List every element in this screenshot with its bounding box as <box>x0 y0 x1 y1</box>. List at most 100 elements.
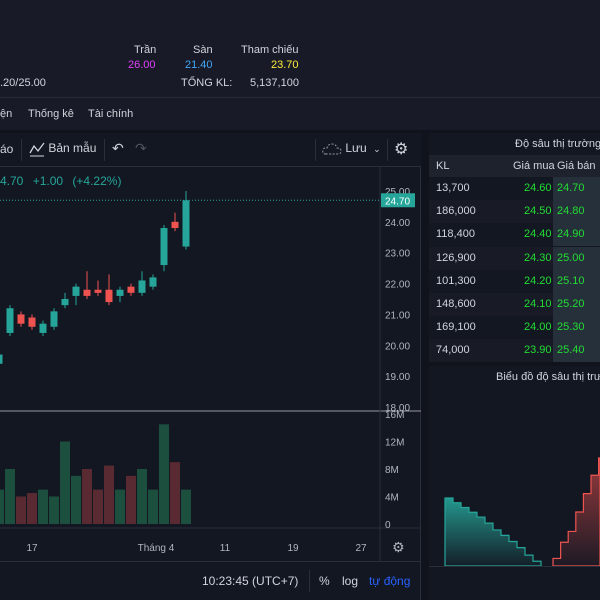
depth-row[interactable]: 13,700 24.60 24.70 <box>429 177 600 200</box>
template-button[interactable]: Bản mẫu <box>29 141 96 157</box>
current-price-label: 24.70 <box>385 196 410 207</box>
price-change: +1.00 <box>32 174 64 188</box>
volume-tick-label: 16M <box>385 410 404 421</box>
candle-body <box>6 308 14 333</box>
ask-cell-bg <box>553 223 600 247</box>
axis-settings-gear-icon[interactable]: ⚙ <box>392 540 405 556</box>
depth-bid-price: 24.60 <box>524 182 552 194</box>
toolbar-divider <box>104 139 105 161</box>
depth-table-header: KL Giá mua Giá bán <box>429 155 600 177</box>
candle-body <box>149 277 157 287</box>
depth-ask-price: 24.80 <box>557 205 585 218</box>
depth-row[interactable]: 118,400 24.40 24.90 <box>429 223 600 247</box>
total-volume-label: TỔNG KL: <box>181 77 233 89</box>
save-button[interactable]: Lưu ⌄ <box>322 141 381 156</box>
reference-label: Tham chiếu <box>241 44 299 56</box>
depth-ask-price: 25.10 <box>557 274 585 287</box>
price-tick-label: 18.00 <box>385 403 410 414</box>
ask-cell-bg <box>553 246 600 270</box>
depth-ask-price: 25.20 <box>557 298 585 310</box>
tab-finance[interactable]: Tài chính <box>88 108 134 120</box>
candle-body <box>83 289 91 296</box>
alert-button[interactable]: áo <box>0 142 14 156</box>
depth-bid-price: 23.90 <box>524 344 552 357</box>
price-tick-label: 19.00 <box>385 372 410 383</box>
ask-cell-bg <box>553 200 600 224</box>
depth-volume: 148,600 <box>436 298 476 310</box>
info-tabs: ện Thống kê Tài chính <box>0 97 600 130</box>
volume-bar <box>181 489 191 524</box>
price-tick-label: 20.00 <box>385 341 410 352</box>
candle-body <box>116 289 124 296</box>
volume-bar <box>137 469 147 524</box>
depth-row[interactable]: 74,000 23.90 25.40 <box>429 339 600 363</box>
depth-row[interactable]: 126,900 24.30 25.00 <box>429 246 600 270</box>
depth-row[interactable]: 186,000 24.50 24.80 <box>429 200 600 224</box>
candle-body <box>171 221 179 229</box>
depth-ask-price: 24.90 <box>557 228 585 241</box>
tab-events[interactable]: ện <box>0 108 13 120</box>
clock-text: 10:23:45 (UTC+7) <box>202 574 299 588</box>
volume-tick-label: 0 <box>385 520 391 531</box>
current-price-tag <box>381 193 415 208</box>
chevron-down-icon: ⌄ <box>373 144 381 154</box>
toolbar-divider <box>21 139 22 161</box>
vol-column-header: KL <box>436 160 450 172</box>
candle-body <box>94 289 102 293</box>
log-toggle[interactable]: log <box>342 574 359 588</box>
time-tick-label: 11 <box>220 543 231 554</box>
ask-cell-bg <box>553 293 600 316</box>
depth-row[interactable]: 148,600 24.10 25.20 <box>429 293 600 316</box>
percent-toggle[interactable]: % <box>319 574 330 588</box>
depth-row[interactable]: 101,300 24.20 25.10 <box>429 269 600 293</box>
depth-volume: 118,400 <box>436 228 475 241</box>
last-price: 4.70 <box>0 174 24 188</box>
redo-icon[interactable]: ↷ <box>135 140 147 156</box>
depth-volume: 101,300 <box>436 274 476 287</box>
candle-body <box>160 228 168 266</box>
price-tick-label: 22.00 <box>385 280 410 291</box>
candle-body <box>105 289 113 303</box>
candlestick-chart[interactable]: 25.00 24.00 23.00 22.00 21.00 20.00 19.00 18.00… <box>0 133 421 561</box>
undo-icon[interactable]: ↶ <box>112 140 124 156</box>
depth-volume: 169,100 <box>436 321 476 334</box>
candle-body <box>0 354 3 364</box>
price-tick-label: 23.00 <box>385 249 410 260</box>
volume-bar <box>60 441 70 524</box>
template-label: Bản mẫu <box>48 141 97 156</box>
volume-bar <box>16 496 26 524</box>
volume-bar <box>82 469 92 524</box>
volume-bar <box>0 489 4 524</box>
ask-column-header: Giá bán <box>557 160 596 172</box>
candle-body <box>127 286 135 293</box>
candle-body <box>182 200 190 247</box>
depth-ask-price: 25.40 <box>557 344 585 357</box>
depth-volume: 126,900 <box>436 251 476 264</box>
ask-cell-bg <box>553 316 600 340</box>
depth-ask-price: 25.30 <box>557 321 585 334</box>
tab-statistics[interactable]: Thống kê <box>28 108 74 120</box>
depth-bid-price: 24.00 <box>524 321 552 334</box>
volume-bar <box>126 475 136 524</box>
depth-row[interactable]: 169,100 24.00 25.30 <box>429 316 600 340</box>
price-info-line: 4.70 +1.00 (+4.22%) <box>0 174 127 188</box>
ask-depth-area <box>552 457 600 567</box>
volume-tick-label: 4M <box>385 493 399 504</box>
price-change-pct: (+4.22%) <box>72 174 122 188</box>
volume-bar <box>170 462 180 524</box>
ceiling-label: Trần <box>134 44 157 56</box>
auto-scale-toggle[interactable]: tự động <box>369 574 411 588</box>
volume-tick-label: 8M <box>385 465 399 476</box>
volume-bar <box>115 489 125 524</box>
chart-status-bar: 10:23:45 (UTC+7) % log tự động <box>0 561 421 599</box>
volume-bar <box>71 475 81 524</box>
total-volume-value: 5,137,100 <box>250 77 299 89</box>
bid-depth-area <box>444 497 542 567</box>
depth-bid-price: 24.40 <box>524 228 552 241</box>
settings-gear-icon[interactable]: ⚙ <box>394 141 409 158</box>
depth-ask-price: 25.00 <box>557 251 585 264</box>
volume-bar <box>38 489 48 524</box>
chart-panel: áo Bản mẫu ↶ ↷ Lưu ⌄ ⚙ 4.70 +1.00 (+4.22… <box>0 133 421 600</box>
reference-value: 23.70 <box>271 59 299 71</box>
ask-cell-bg <box>553 269 600 293</box>
